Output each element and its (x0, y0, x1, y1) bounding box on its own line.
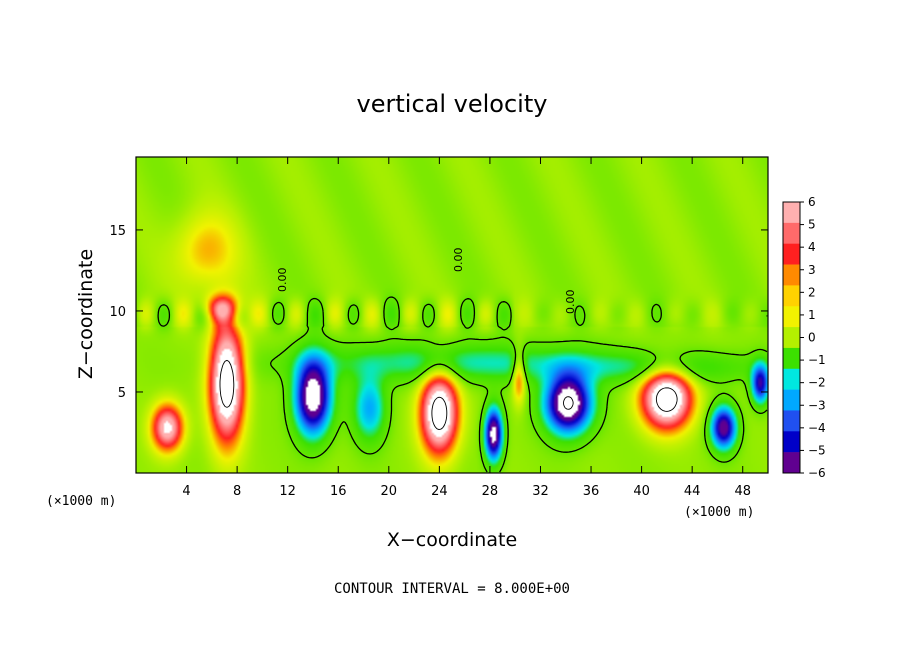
x-tick-label: 44 (684, 484, 701, 499)
x-tick-label: 48 (734, 484, 751, 499)
colorbar-swatch (783, 243, 800, 265)
plot-frame (135, 156, 769, 474)
colorbar-swatch (783, 389, 800, 411)
colorbar-swatch (783, 202, 800, 224)
contour-path (157, 296, 768, 473)
colorbar-label: 6 (808, 195, 816, 209)
contour-label: 0.00 (276, 268, 289, 293)
x-tick-label: 20 (381, 484, 398, 499)
y-tick-label: 5 (118, 386, 126, 401)
contour-interval-footer: CONTOUR INTERVAL = 8.000E+00 (334, 581, 570, 597)
x-unit-right: (×1000 m) (684, 505, 754, 520)
colorbar-label: −3 (808, 398, 826, 412)
colorbar-label: 3 (808, 263, 816, 277)
colorbar-label: 5 (808, 218, 816, 232)
colorbar-swatch (783, 327, 800, 349)
colorbar-label: −1 (808, 353, 826, 367)
x-tick-label: 40 (633, 484, 650, 499)
plot-area: 0.00 0.00 0.00 4 8 12 16 20 24 28 32 36 40 44 48510… (109, 156, 769, 499)
colorbar-label: −2 (808, 376, 826, 390)
x-tick-label: 36 (583, 484, 600, 499)
velocity-field (136, 157, 768, 473)
x-tick-label: 12 (279, 484, 296, 499)
colorbar-label: 0 (808, 331, 816, 345)
x-axis-label: X−coordinate (387, 529, 517, 551)
chart-title: vertical velocity (357, 90, 548, 118)
colorbar-swatch (783, 410, 800, 432)
colorbar: 6 5 4 3 2 1 0 −1 −2 −3 −4 −5 −6 (782, 195, 826, 480)
colorbar-swatch (783, 264, 800, 286)
y-axis-label: Z−coordinate (75, 249, 97, 379)
colorbar-label: −4 (808, 421, 826, 435)
x-tick-label: 16 (330, 484, 347, 499)
colorbar-label: −6 (808, 466, 826, 480)
colorbar-swatch (783, 431, 800, 453)
colorbar-label: −5 (808, 443, 826, 457)
colorbar-swatch (783, 452, 800, 474)
colorbar-label: 4 (808, 240, 816, 254)
colorbar-swatch (783, 306, 800, 328)
contour-label: 0.00 (452, 248, 465, 273)
contour-path (219, 359, 678, 431)
x-tick-label: 24 (431, 484, 448, 499)
colorbar-swatch (783, 222, 800, 244)
colorbar-swatch (783, 347, 800, 370)
colorbar-label: 1 (808, 308, 816, 322)
x-tick-label: 32 (532, 484, 549, 499)
colorbar-swatch (783, 368, 800, 390)
y-tick-label: 15 (109, 224, 126, 239)
x-tick-label: 8 (233, 484, 241, 499)
contour-path (563, 396, 574, 410)
contour-lines (157, 296, 768, 473)
colorbar-label: 2 (808, 285, 816, 299)
colorbar-swatch (783, 285, 800, 307)
x-unit-left: (×1000 m) (46, 494, 116, 509)
x-tick-label: 28 (482, 484, 499, 499)
contour-label: 0.00 (564, 290, 577, 315)
y-tick-label: 10 (109, 305, 126, 320)
x-tick-label: 4 (182, 484, 190, 499)
